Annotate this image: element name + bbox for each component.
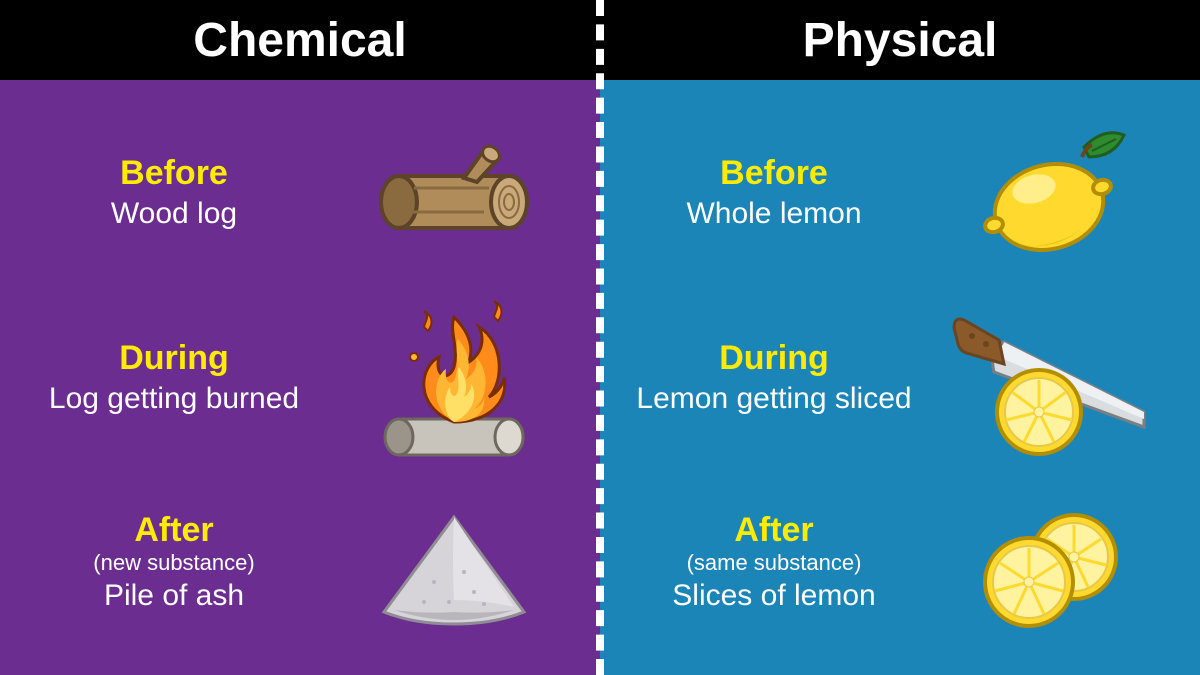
fire-log-icon xyxy=(328,287,580,467)
lemon-slices-icon xyxy=(928,487,1180,637)
panel-physical: Before Whole lemon xyxy=(600,80,1200,675)
stage-label: Before xyxy=(20,154,328,193)
text-after-left: After (new substance) Pile of ash xyxy=(20,511,328,614)
row-during-right: During Lemon getting sliced xyxy=(620,286,1180,469)
knife-lemon-icon xyxy=(928,292,1180,462)
row-after-right: After (same substance) Slices of lemon xyxy=(620,471,1180,654)
row-before-right: Before Whole lemon xyxy=(620,101,1180,284)
desc-label: Whole lemon xyxy=(620,197,928,232)
row-after-left: After (new substance) Pile of ash xyxy=(20,471,580,654)
lemon-icon xyxy=(928,117,1180,267)
desc-label: Log getting burned xyxy=(20,382,328,417)
text-during-right: During Lemon getting sliced xyxy=(620,339,928,417)
ash-pile-icon xyxy=(328,492,580,632)
desc-label: Slices of lemon xyxy=(620,579,928,614)
row-during-left: During Log getting burned xyxy=(20,286,580,469)
stage-label: During xyxy=(20,339,328,378)
desc-label: Wood log xyxy=(20,197,328,232)
header-left-title: Chemical xyxy=(0,0,600,80)
stage-label: After xyxy=(620,511,928,550)
center-divider xyxy=(596,0,604,675)
header-right-title: Physical xyxy=(600,0,1200,80)
sub-label: (new substance) xyxy=(20,550,328,575)
panel-chemical: Before Wood log xyxy=(0,80,600,675)
stage-label: During xyxy=(620,339,928,378)
text-before-left: Before Wood log xyxy=(20,154,328,232)
sub-label: (same substance) xyxy=(620,550,928,575)
stage-label: Before xyxy=(620,154,928,193)
stage-label: After xyxy=(20,511,328,550)
text-during-left: During Log getting burned xyxy=(20,339,328,417)
wood-log-icon xyxy=(328,132,580,252)
desc-label: Lemon getting sliced xyxy=(620,382,928,417)
row-before-left: Before Wood log xyxy=(20,101,580,284)
text-before-right: Before Whole lemon xyxy=(620,154,928,232)
text-after-right: After (same substance) Slices of lemon xyxy=(620,511,928,614)
desc-label: Pile of ash xyxy=(20,579,328,614)
